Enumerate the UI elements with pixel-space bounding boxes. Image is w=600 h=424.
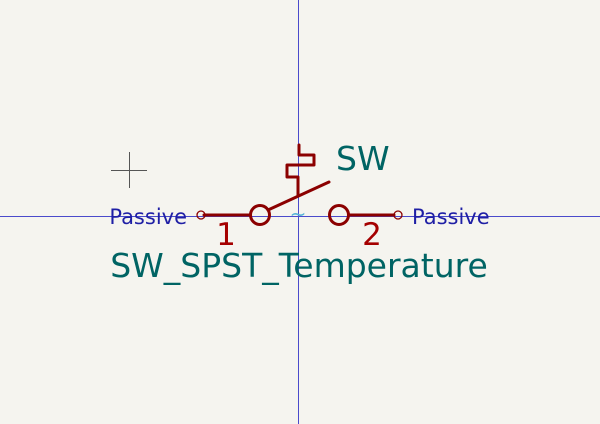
left-contact (249, 204, 271, 226)
reference-designator[interactable]: SW (336, 139, 390, 178)
value-field[interactable]: SW_SPST_Temperature (110, 246, 488, 285)
pin-2-type-label: Passive (412, 205, 490, 229)
pin-1-endpoint[interactable] (196, 210, 206, 220)
pin-1-type-label: Passive (109, 205, 187, 229)
pin-2-endpoint[interactable] (393, 210, 403, 220)
anchor-marker: ~ (290, 202, 307, 226)
right-contact (328, 204, 350, 226)
pin-1-number: 1 (216, 217, 236, 253)
switch-symbol[interactable] (202, 143, 396, 226)
crosshair-cursor-icon (111, 152, 147, 188)
pin-2-number: 2 (362, 217, 382, 253)
thermal-actuator (285, 143, 316, 198)
